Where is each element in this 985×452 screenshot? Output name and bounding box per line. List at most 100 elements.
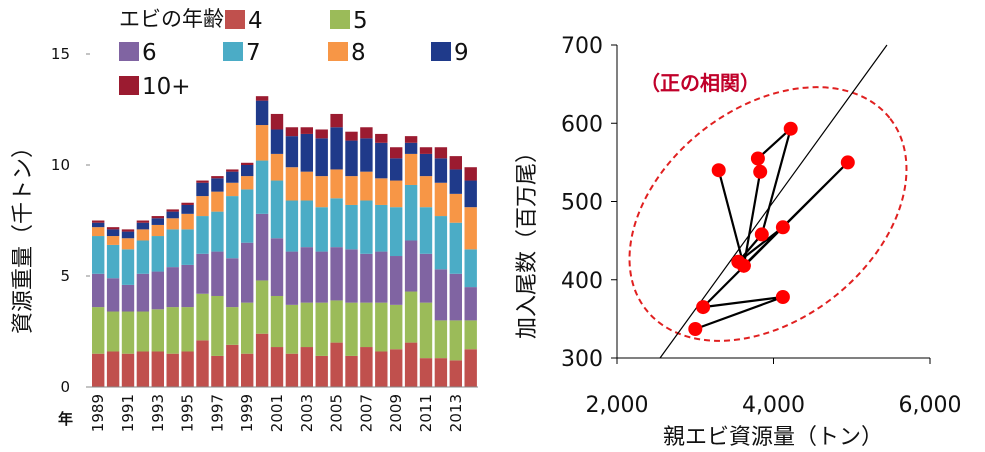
bar-segment-age-8-1991 (121, 238, 135, 250)
bar-segment-age-4-2012 (434, 358, 448, 387)
bar-segment-age-6-1992 (136, 273, 150, 312)
x-tick-2007: 2007 (357, 394, 375, 432)
bar-segment-age-8-1989 (92, 227, 105, 237)
bar-segment-age-9-2003 (300, 133, 313, 172)
bar-segment-age-9-1994 (166, 211, 179, 219)
scatter-point-12 (688, 322, 703, 336)
bar-segment-age-5-2005 (330, 300, 343, 343)
x-tick-labels: 1989 1991 1993 1995 1997 1999 2001 2003 2005 2007… (89, 394, 465, 432)
bar-segment-age-7-2010 (404, 184, 418, 241)
bar-segment-age-9-1993 (151, 218, 164, 225)
bar-segment-age-7-2006 (345, 204, 358, 250)
legend-label-8: 8 (351, 40, 366, 66)
correlation-annotation: （正の相関） (640, 71, 760, 95)
legend-swatch-8 (328, 42, 348, 61)
x-tick-1989: 1989 (89, 394, 107, 432)
bar-segment-age-5-2014 (464, 320, 477, 350)
bar-segment-age-10+-1989 (92, 220, 105, 223)
bar-segment-age-6-2004 (315, 251, 328, 303)
bar-segment-age-5-2001 (270, 295, 284, 348)
bar-segment-age-6-1998 (226, 258, 239, 308)
bar-segment-age-4-2007 (360, 347, 373, 387)
legend-title: エビの年齢 (119, 7, 224, 31)
bar-segment-age-10+-2001 (270, 113, 284, 130)
connecting-path (694, 127, 849, 331)
axis-ticks: 300 400 500 600 700 2,000 4,000 6,000 (561, 34, 961, 418)
bar-segment-age-8-2010 (404, 153, 418, 185)
bar-segment-age-8-2013 (449, 193, 462, 223)
bar-segment-age-10+-1998 (226, 169, 239, 172)
bar-segment-age-7-1998 (226, 196, 239, 259)
bar-segment-age-6-1990 (106, 278, 120, 312)
scatter-point-5 (783, 121, 798, 136)
bar-segment-age-9-2010 (404, 142, 418, 154)
bar-segment-age-7-1990 (106, 244, 120, 279)
bar-segment-age-7-1996 (196, 216, 209, 254)
bar-segment-age-6-1989 (92, 273, 105, 308)
bar-segment-age-4-2003 (300, 347, 313, 387)
x-tick-right-2,000: 2,000 (586, 393, 649, 418)
x-tick-2009: 2009 (387, 394, 405, 432)
bar-segment-age-10+-2007 (360, 127, 373, 139)
bar-segment-age-9-2004 (315, 138, 328, 177)
bar-segment-age-6-2010 (404, 240, 418, 292)
bar-segment-age-5-1989 (92, 307, 105, 354)
x-tick-2013: 2013 (447, 394, 465, 432)
bar-segment-age-8-2006 (345, 176, 358, 205)
x-axis-label: 年 (58, 410, 73, 428)
bar-segment-age-5-1998 (226, 307, 239, 345)
scatter-point-7 (753, 164, 768, 179)
bar-segment-age-7-2004 (315, 207, 328, 252)
bar-segment-age-9-1990 (106, 229, 120, 237)
bar-segment-age-5-2006 (345, 302, 358, 356)
bar-segment-age-6-2011 (419, 253, 433, 303)
bar-segment-age-8-2005 (330, 169, 343, 199)
bar-segment-age-6-1995 (181, 264, 194, 308)
bar-area (92, 96, 477, 387)
scatter-point-4 (754, 227, 769, 242)
scatter-point-8 (736, 258, 751, 273)
bar-segment-age-6-2008 (375, 251, 388, 303)
legend-label-7: 7 (246, 40, 261, 66)
bar-segment-age-10+-1995 (181, 202, 194, 205)
bar-segment-age-6-2012 (434, 269, 448, 321)
bar-segment-age-4-1991 (121, 353, 135, 387)
bar-segment-age-6-2014 (464, 287, 477, 321)
bar-segment-age-10+-1996 (196, 180, 209, 183)
bar-segment-age-10+-1990 (106, 227, 120, 230)
bar-segment-age-4-2010 (404, 342, 418, 387)
bar-segment-age-9-2006 (345, 140, 358, 177)
bar-segment-age-9-1991 (121, 231, 135, 239)
bar-segment-age-8-2009 (390, 180, 403, 208)
bar-segment-age-7-1989 (92, 236, 105, 274)
scatter-point-11 (775, 290, 790, 304)
bar-segment-age-8-2000 (255, 125, 269, 161)
x-tick-right-4,000: 4,000 (742, 393, 805, 418)
bar-segment-age-6-1994 (166, 267, 179, 308)
bar-segment-age-10+-1999 (241, 162, 254, 165)
bar-segment-age-7-2009 (390, 207, 403, 257)
x-tick-2003: 2003 (298, 394, 316, 432)
bar-segment-age-9-1997 (211, 178, 224, 192)
bar-segment-age-10+-2008 (375, 133, 388, 143)
y-tick-15: 15 (51, 45, 70, 63)
bar-segment-age-6-2005 (330, 247, 343, 301)
legend-label-4: 4 (248, 8, 263, 34)
bar-segment-age-4-1992 (136, 351, 150, 387)
bar-segment-age-6-1999 (241, 242, 254, 303)
bar-segment-age-10+-1992 (136, 220, 150, 223)
bar-segment-age-10+-1997 (211, 176, 224, 179)
correlation-ellipse (628, 86, 908, 342)
bar-segment-age-8-2011 (419, 176, 433, 208)
bar-segment-age-7-2005 (330, 198, 343, 248)
bar-segment-age-5-1997 (211, 295, 224, 356)
bar-segment-age-8-1994 (166, 218, 179, 230)
x-tick-1999: 1999 (238, 394, 256, 432)
scatter-point-0 (711, 163, 726, 178)
bar-segment-age-4-2008 (375, 351, 388, 387)
bar-segment-age-7-1995 (181, 229, 194, 265)
bar-segment-age-4-2004 (315, 355, 328, 387)
legend-swatch-7 (223, 42, 243, 61)
bar-segment-age-6-2001 (270, 238, 284, 296)
